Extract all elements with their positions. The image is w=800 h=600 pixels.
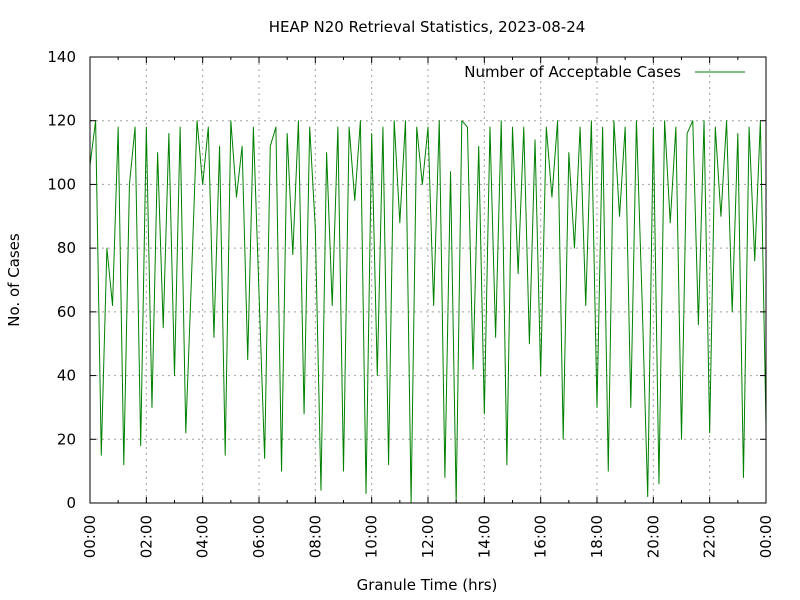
grid: [90, 57, 766, 503]
x-tick-label: 04:00: [194, 515, 212, 558]
x-tick-label: 16:00: [532, 515, 550, 558]
y-tick-label: 40: [57, 367, 76, 385]
y-tick-label: 100: [47, 175, 76, 193]
series-line: [89, 120, 767, 504]
legend-label: Number of Acceptable Cases: [464, 63, 681, 81]
series-layer: [89, 120, 767, 504]
x-tick-label: 20:00: [644, 515, 662, 558]
x-axis-title: Granule Time (hrs): [357, 576, 498, 594]
x-tick-label: 22:00: [701, 515, 719, 558]
x-tick-label: 12:00: [419, 515, 437, 558]
y-tick-label: 60: [57, 303, 76, 321]
y-axis-title: No. of Cases: [5, 233, 23, 327]
legend: Number of Acceptable Cases: [464, 63, 745, 81]
x-tick-label: 14:00: [475, 515, 493, 558]
x-tick-label: 02:00: [137, 515, 155, 558]
y-tick-label: 80: [57, 239, 76, 257]
y-tick-label: 120: [47, 112, 76, 130]
y-tick-label: 0: [66, 494, 76, 512]
chart-title: HEAP N20 Retrieval Statistics, 2023-08-2…: [269, 18, 586, 36]
x-tick-label: 18:00: [588, 515, 606, 558]
x-tick-label: 06:00: [250, 515, 268, 558]
x-tick-label: 08:00: [306, 515, 324, 558]
plot-frame: [89, 56, 767, 504]
x-tick-label: 00:00: [757, 515, 775, 558]
y-tick-label: 140: [47, 48, 76, 66]
x-tick-label: 00:00: [81, 515, 99, 558]
tick-labels: 0 20 40 60 80 100 120 140 00:00 02:00 04:00 06:00 08…: [47, 48, 775, 558]
x-tick-label: 10:00: [363, 515, 381, 558]
y-tick-label: 20: [57, 430, 76, 448]
